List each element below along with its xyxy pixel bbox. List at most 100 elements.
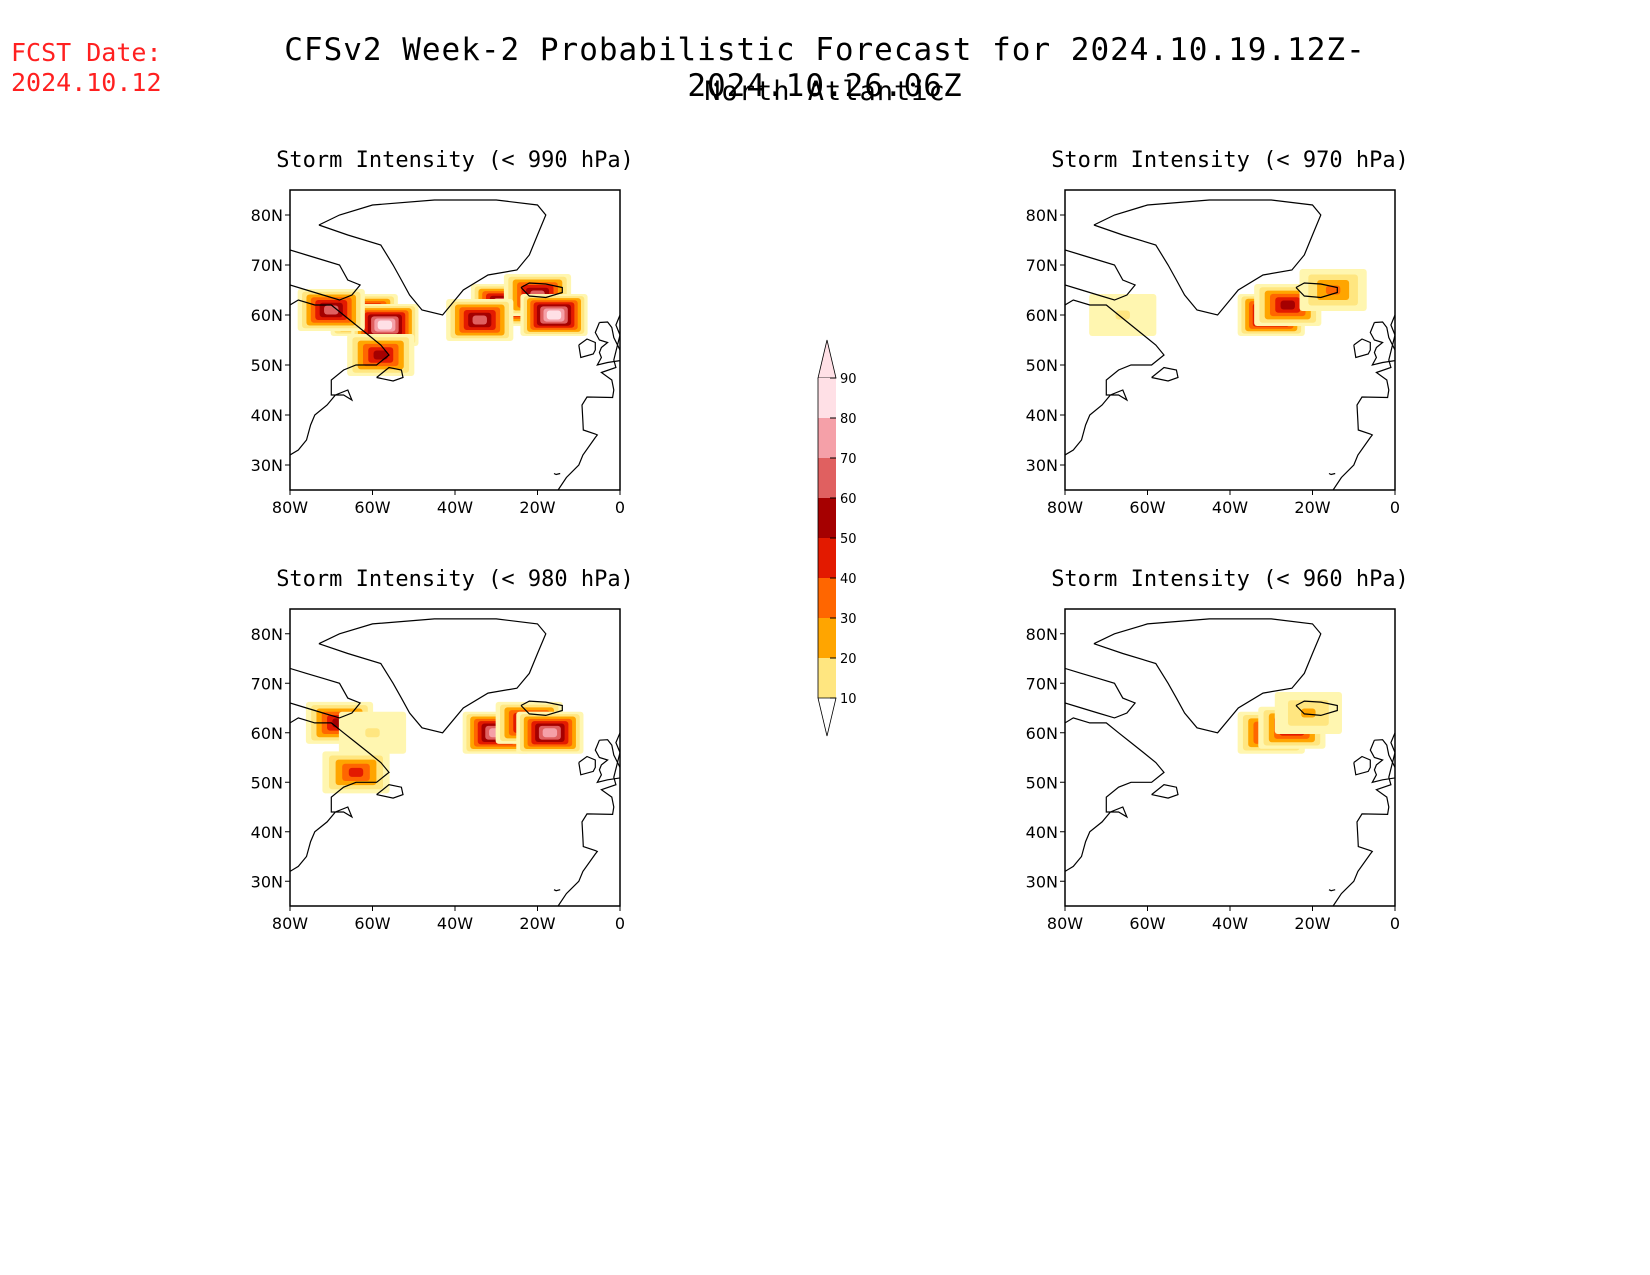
lon-tick-label: 80W [272, 498, 308, 517]
lat-tick-label: 70N [1026, 674, 1058, 693]
lat-tick-label: 50N [251, 773, 283, 792]
lon-tick-label: 60W [354, 914, 390, 933]
lat-tick-label: 70N [251, 256, 283, 275]
ireland-coastline [1353, 338, 1371, 359]
probability-blob [347, 334, 415, 376]
lat-tick-label: 60N [1026, 724, 1058, 743]
probability-blob [520, 294, 588, 336]
colorbar-segment [818, 418, 836, 458]
colorbar-segment [818, 498, 836, 538]
colorbar: 90 80 70 60 50 40 30 20 10 [817, 339, 857, 737]
map-panel-4: Storm Intensity (< 960 hPa) 80N 70N 60N 50N 4… [1026, 567, 1409, 933]
europe-africa-coastline [1332, 314, 1395, 490]
north-america-coastline [1065, 717, 1165, 872]
canary-islands-coastline [1328, 889, 1336, 892]
colorbar-segment [818, 538, 836, 578]
britain-coastline [594, 321, 620, 366]
colorbar-segment [818, 578, 836, 618]
newfoundland-coastline [376, 784, 404, 799]
lon-tick-label: 80W [1047, 914, 1083, 933]
lat-tick-label: 70N [1026, 256, 1058, 275]
lat-tick-label: 80N [1026, 625, 1058, 644]
greenland-coastline [318, 618, 547, 734]
ireland-coastline [1353, 755, 1371, 776]
panel-title: Storm Intensity (< 970 hPa) [1051, 148, 1409, 173]
lon-tick-label: 40W [437, 914, 473, 933]
lon-tick-label: 0 [615, 914, 625, 933]
greenland-coastline [318, 199, 547, 316]
forecast-date-value: 2024.10.12 [11, 68, 162, 97]
newfoundland-coastline [1151, 784, 1179, 799]
panel-title: Storm Intensity (< 990 hPa) [276, 148, 634, 173]
colorbar-bottom-arrow [817, 697, 837, 737]
lon-tick-label: 0 [615, 498, 625, 517]
colorbar-segment [818, 618, 836, 658]
colorbar-segment [818, 658, 836, 698]
lat-tick-label: 40N [251, 406, 283, 425]
baffin-coastline [290, 667, 362, 719]
lat-tick-label: 40N [1026, 823, 1058, 842]
lon-tick-label: 0 [1390, 914, 1400, 933]
lon-tick-label: 80W [272, 914, 308, 933]
ireland-coastline [578, 755, 596, 776]
canary-islands-coastline [1328, 472, 1336, 476]
colorbar-top-arrow [817, 339, 837, 379]
colorbar-label: 10 [840, 692, 857, 707]
britain-coastline [594, 739, 620, 784]
colorbar-label: 30 [840, 612, 857, 627]
lat-tick-label: 40N [1026, 406, 1058, 425]
lat-tick-label: 30N [1026, 456, 1058, 475]
newfoundland-coastline [376, 366, 404, 382]
lat-tick-label: 40N [251, 823, 283, 842]
north-america-coastline [290, 717, 390, 872]
lon-tick-label: 40W [1212, 914, 1248, 933]
lat-tick-label: 70N [251, 674, 283, 693]
map-area [290, 618, 620, 906]
lat-tick-label: 30N [251, 872, 283, 891]
north-america-coastline [1065, 299, 1165, 456]
colorbar-segment [818, 378, 836, 418]
lat-tick-label: 50N [1026, 773, 1058, 792]
lon-tick-label: 20W [1294, 498, 1330, 517]
lon-tick-label: 20W [1294, 914, 1330, 933]
panel-title: Storm Intensity (< 960 hPa) [1051, 567, 1409, 592]
greenland-coastline [1093, 199, 1322, 316]
map-panel-2: Storm Intensity (< 970 hPa) 80N 70N 60N 50N 4… [1026, 148, 1409, 517]
baffin-coastline [1065, 249, 1137, 301]
lon-tick-label: 60W [1129, 498, 1165, 517]
probability-blob [1299, 269, 1367, 311]
lat-tick-label: 60N [1026, 306, 1058, 325]
iceland-coastline [520, 282, 563, 299]
baffin-coastline [290, 249, 362, 301]
colorbar-label: 50 [840, 532, 857, 547]
ireland-coastline [578, 338, 596, 359]
colorbar-label: 20 [840, 652, 857, 667]
lon-tick-label: 60W [1129, 914, 1165, 933]
colorbar-label: 40 [840, 572, 857, 587]
lon-tick-label: 80W [1047, 498, 1083, 517]
probability-blob [446, 299, 514, 341]
colorbar-label: 60 [840, 492, 857, 507]
page-title: CFSv2 Week-2 Probabilistic Forecast for … [284, 32, 1366, 104]
iceland-coastline [1295, 700, 1338, 717]
lat-tick-label: 80N [1026, 206, 1058, 225]
lon-tick-label: 60W [354, 498, 390, 517]
lat-tick-label: 80N [251, 625, 283, 644]
europe-africa-coastline [1332, 732, 1395, 906]
colorbar-label: 90 [840, 372, 857, 387]
britain-coastline [1369, 739, 1395, 784]
lon-tick-label: 20W [519, 914, 555, 933]
canary-islands-coastline [553, 472, 561, 476]
forecast-date-block: FCST Date: 2024.10.12 [11, 38, 162, 98]
region-subtitle: North Atlantic [704, 76, 946, 107]
colorbar-label: 80 [840, 412, 857, 427]
probability-blob [1274, 691, 1342, 734]
lon-tick-label: 40W [1212, 498, 1248, 517]
probability-blob [338, 711, 407, 754]
probability-blob [1089, 294, 1157, 336]
europe-africa-coastline [557, 314, 620, 490]
europe-africa-coastline [557, 732, 620, 906]
lon-tick-label: 40W [437, 498, 473, 517]
lat-tick-label: 60N [251, 306, 283, 325]
